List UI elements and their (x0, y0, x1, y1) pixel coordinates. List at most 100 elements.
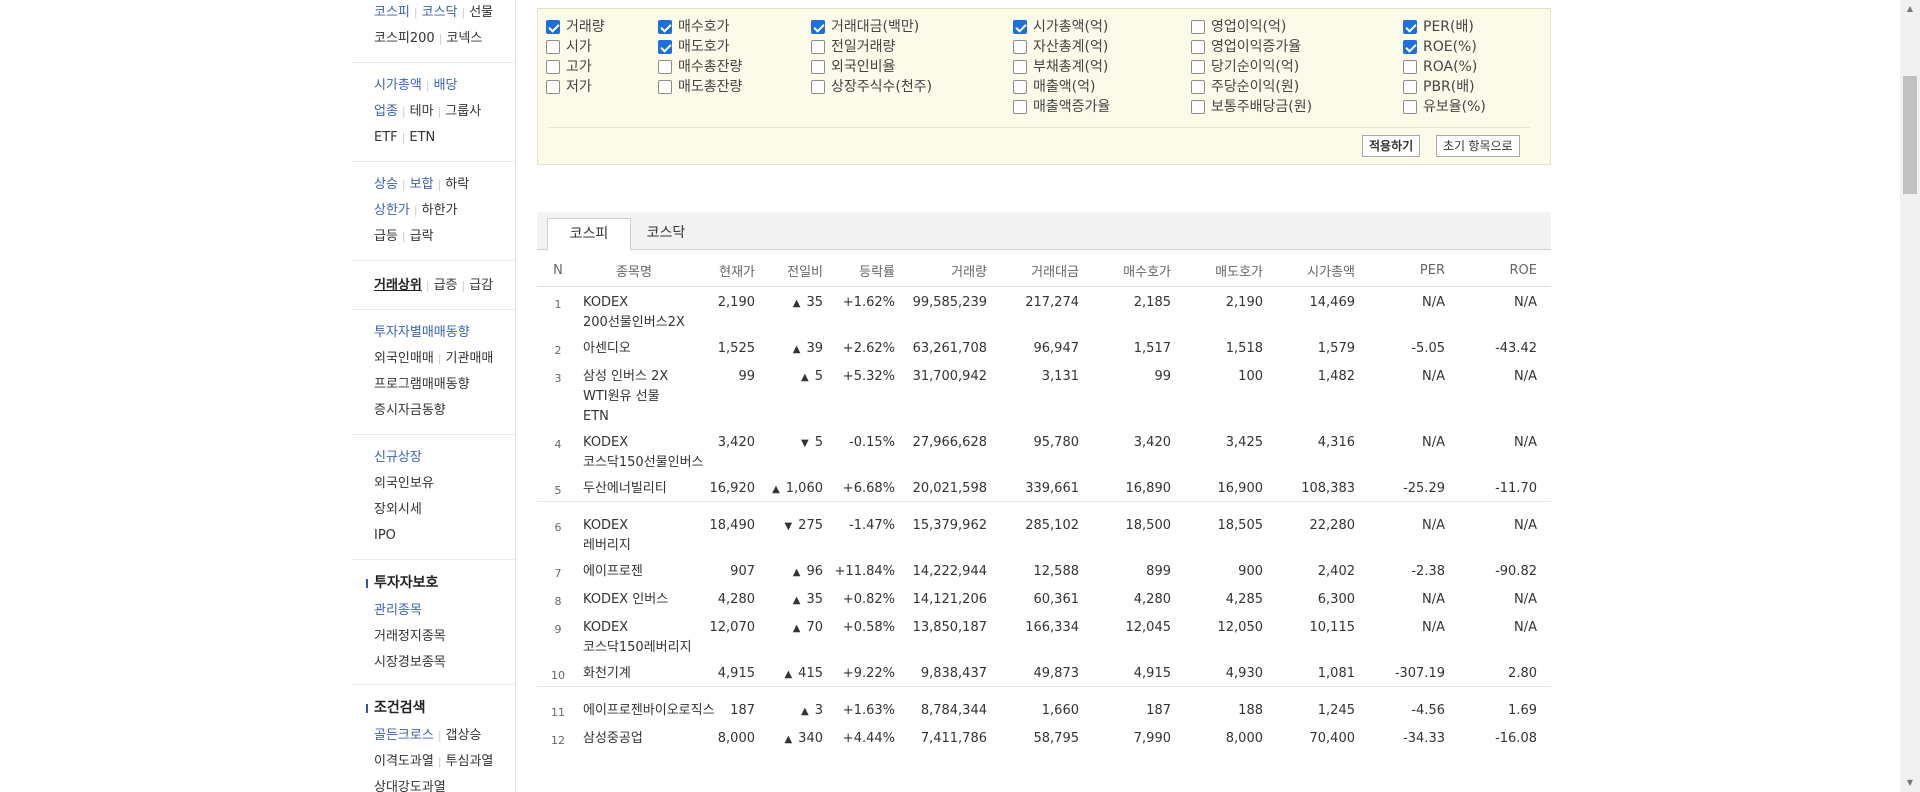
stock-name-link[interactable]: 에이프로젠 (583, 563, 643, 579)
option-checkbox-item[interactable]: 자산총계(억) (1013, 37, 1110, 57)
nav-link[interactable]: 골든크로스 (374, 728, 434, 743)
option-checkbox-item[interactable]: 고가 (546, 57, 605, 77)
column-header[interactable]: 현재가 (689, 256, 769, 287)
stock-name-link[interactable]: KODEX 코스닥150레버리지 (583, 619, 692, 655)
checkbox-checked-icon[interactable] (1403, 40, 1417, 54)
nav-link[interactable]: 관리종목 (374, 603, 422, 618)
nav-link[interactable]: 코스닥 (421, 5, 458, 20)
table-row[interactable]: 3 삼성 인버스 2X WTI원유 선물 ETN 99 ▲ 5 +5.32% 31,700,… (537, 361, 1551, 427)
option-checkbox-item[interactable]: 시가총액(억) (1013, 17, 1110, 37)
checkbox-checked-icon[interactable] (1403, 20, 1417, 34)
nav-link[interactable]: 상대강도과열 (374, 780, 446, 792)
checkbox-checked-icon[interactable] (658, 40, 672, 54)
option-checkbox-item[interactable]: 유보율(%) (1403, 97, 1486, 117)
column-header[interactable]: 매수호가 (1093, 256, 1185, 287)
option-checkbox-item[interactable]: 거래량 (546, 17, 605, 37)
checkbox-checked-icon[interactable] (811, 20, 825, 34)
option-checkbox-item[interactable]: 매도호가 (658, 37, 742, 57)
nav-link[interactable]: ETF (374, 130, 398, 145)
checkbox-checked-icon[interactable] (546, 20, 560, 34)
option-checkbox-item[interactable]: 영업이익(억) (1191, 17, 1312, 37)
checkbox-unchecked-icon[interactable] (811, 80, 825, 94)
option-checkbox-item[interactable]: PER(배) (1403, 17, 1486, 37)
nav-link[interactable]: 코스피200 (374, 31, 435, 46)
nav-link[interactable]: 투자자별매매동향 (374, 325, 470, 340)
nav-link[interactable]: 코스피 (374, 5, 410, 20)
table-row[interactable]: 7 에이프로젠 907 ▲ 96 +11.84% 14,222,944 12,588 899 90… (537, 556, 1551, 584)
table-row[interactable]: 8 KODEX 인버스 4,280 ▲ 35 +0.82% 14,121,206 60,361… (537, 584, 1551, 612)
column-header[interactable]: ROE (1459, 256, 1551, 287)
checkbox-unchecked-icon[interactable] (546, 80, 560, 94)
checkbox-unchecked-icon[interactable] (1191, 100, 1205, 114)
column-header[interactable]: 종목명 (579, 256, 689, 287)
option-checkbox-item[interactable]: 상장주식수(천주) (811, 77, 932, 97)
nav-link[interactable]: 급증 (433, 278, 458, 293)
table-row[interactable]: 4 KODEX 코스닥150선물인버스 3,420 ▼ 5 -0.15% 27,966,62… (537, 427, 1551, 473)
nav-link[interactable]: 거래상위 (374, 278, 422, 293)
tab-market[interactable]: 코스피 (547, 218, 631, 251)
checkbox-unchecked-icon[interactable] (1013, 60, 1027, 74)
checkbox-unchecked-icon[interactable] (1013, 40, 1027, 54)
checkbox-unchecked-icon[interactable] (546, 40, 560, 54)
column-header[interactable]: 매도호가 (1185, 256, 1277, 287)
nav-link[interactable]: 상한가 (374, 203, 410, 218)
column-header[interactable]: 전일비 (769, 256, 833, 287)
checkbox-unchecked-icon[interactable] (811, 40, 825, 54)
checkbox-unchecked-icon[interactable] (1403, 80, 1417, 94)
option-checkbox-item[interactable]: 저가 (546, 77, 605, 97)
nav-link[interactable]: 이격도과열 (374, 754, 434, 769)
stock-name-link[interactable]: KODEX 200선물인버스2X (583, 294, 685, 330)
checkbox-unchecked-icon[interactable] (1191, 20, 1205, 34)
option-checkbox-item[interactable]: ROA(%) (1403, 57, 1486, 77)
checkbox-unchecked-icon[interactable] (1403, 60, 1417, 74)
option-checkbox-item[interactable]: PBR(배) (1403, 77, 1486, 97)
nav-link[interactable]: 프로그램매매동향 (374, 377, 470, 392)
nav-link[interactable]: 투심과열 (445, 754, 494, 769)
option-checkbox-item[interactable]: 시가 (546, 37, 605, 57)
table-row[interactable]: 2 아센디오 1,525 ▲ 39 +2.62% 63,261,708 96,947 1,517… (537, 333, 1551, 361)
tab-market[interactable]: 코스닥 (646, 225, 686, 241)
nav-link[interactable]: 보합 (409, 177, 434, 192)
nav-link[interactable]: 하한가 (421, 203, 458, 218)
stock-name-link[interactable]: KODEX 코스닥150선물인버스 (583, 434, 704, 470)
checkbox-unchecked-icon[interactable] (1191, 80, 1205, 94)
column-header[interactable]: 거래대금 (1001, 256, 1093, 287)
option-checkbox-item[interactable]: 매수호가 (658, 17, 742, 37)
stock-name-link[interactable]: KODEX 인버스 (583, 591, 669, 607)
nav-link[interactable]: 거래정지종목 (374, 629, 446, 644)
stock-name-link[interactable]: 화천기계 (583, 665, 631, 681)
checkbox-checked-icon[interactable] (658, 20, 672, 34)
checkbox-unchecked-icon[interactable] (658, 60, 672, 74)
option-checkbox-item[interactable]: 당기순이익(억) (1191, 57, 1312, 77)
nav-link[interactable]: 장외시세 (374, 502, 422, 517)
column-header[interactable]: 거래량 (909, 256, 1001, 287)
table-row[interactable]: 6 KODEX 레버리지 18,490 ▼ 275 -1.47% 15,379,962 285… (537, 500, 1551, 556)
nav-link[interactable]: 급락 (409, 229, 434, 244)
nav-link[interactable]: 갭상승 (445, 728, 482, 743)
option-checkbox-item[interactable]: 부채총계(억) (1013, 57, 1110, 77)
nav-link[interactable]: 급감 (469, 278, 494, 293)
nav-link[interactable]: 배당 (433, 78, 458, 93)
option-checkbox-item[interactable]: 보통주배당금(원) (1191, 97, 1312, 117)
option-checkbox-item[interactable]: 매수총잔량 (658, 57, 742, 77)
checkbox-unchecked-icon[interactable] (1403, 100, 1417, 114)
column-header[interactable]: PER (1369, 256, 1459, 287)
option-checkbox-item[interactable]: 전일거래량 (811, 37, 932, 57)
stock-name-link[interactable]: 에이프로젠바이오로직스 (579, 685, 715, 723)
stock-name-link[interactable]: 아센디오 (583, 340, 631, 356)
stock-name-link[interactable]: KODEX 레버리지 (579, 500, 689, 556)
checkbox-unchecked-icon[interactable] (1013, 80, 1027, 94)
option-checkbox-item[interactable]: ROE(%) (1403, 37, 1486, 57)
checkbox-unchecked-icon[interactable] (811, 60, 825, 74)
option-checkbox-item[interactable]: 매출액(억) (1013, 77, 1110, 97)
vertical-scrollbar[interactable]: ▲ ▼ (1900, 0, 1920, 792)
nav-link[interactable]: 신규상장 (374, 450, 422, 465)
nav-link[interactable]: 기관매매 (445, 351, 494, 366)
nav-link[interactable]: ETN (409, 130, 436, 145)
checkbox-checked-icon[interactable] (1013, 20, 1027, 34)
nav-link[interactable]: 외국인보유 (374, 476, 434, 491)
option-checkbox-item[interactable]: 매도총잔량 (658, 77, 742, 97)
checkbox-unchecked-icon[interactable] (1191, 40, 1205, 54)
table-row[interactable]: 9 KODEX 코스닥150레버리지 12,070 ▲ 70 +0.58% 13,850,1… (537, 612, 1551, 658)
nav-link[interactable]: 시장경보종목 (374, 655, 446, 670)
